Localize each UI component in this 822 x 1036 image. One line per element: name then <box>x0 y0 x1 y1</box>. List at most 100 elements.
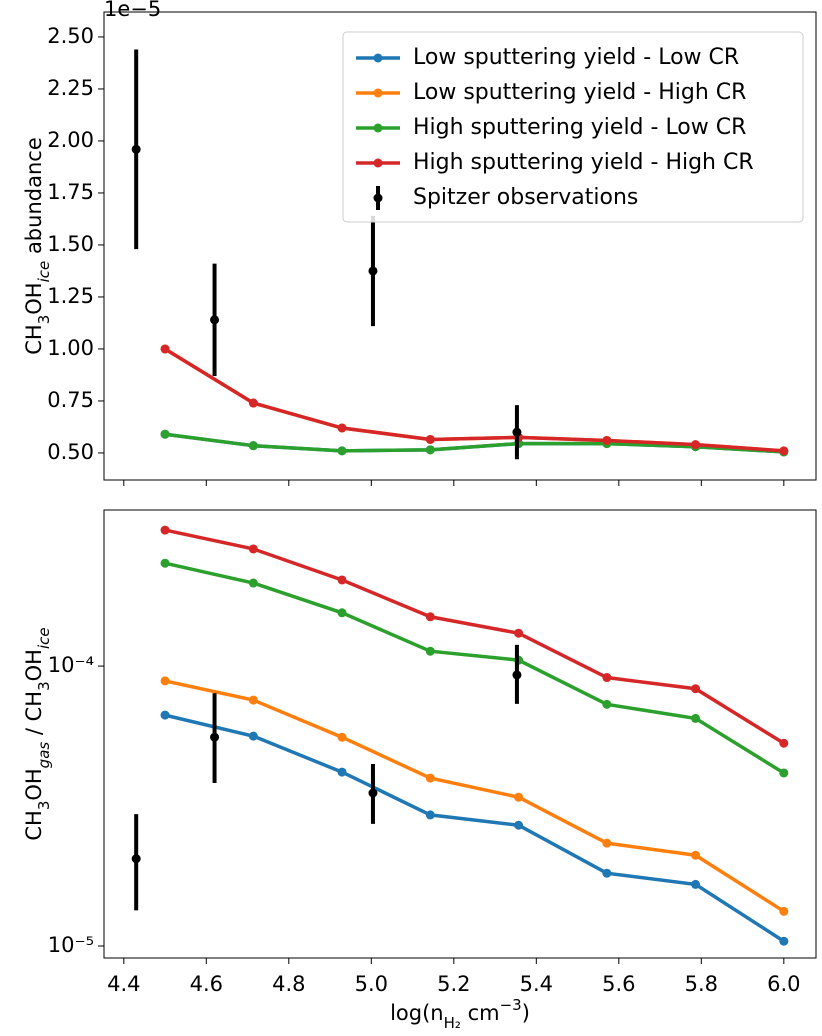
series-point <box>514 792 524 802</box>
legend-marker <box>373 53 383 63</box>
series-point <box>337 575 347 585</box>
series-point <box>160 710 170 720</box>
series-line <box>164 713 785 943</box>
x-tick-label: 5.6 <box>602 972 635 996</box>
label-part: gas <box>35 742 53 769</box>
series-point <box>160 525 170 535</box>
y-tick-label: 10⁻⁴ <box>48 653 94 677</box>
y-tick-label: 0.75 <box>47 388 94 412</box>
series-point <box>337 767 347 777</box>
series-point <box>337 423 347 433</box>
series-point <box>425 445 435 455</box>
y-tick-label: 1.75 <box>47 180 94 204</box>
series-point <box>248 441 258 451</box>
label-part: abundance <box>22 137 46 260</box>
series-point <box>691 850 701 860</box>
legend-marker <box>373 158 383 168</box>
label-part: CH <box>22 810 46 840</box>
label-part: log(n <box>390 1001 444 1025</box>
label-part: 3 <box>35 801 53 811</box>
series-point <box>248 398 258 408</box>
legend-label: Low sputtering yield - High CR <box>413 80 746 105</box>
observation-point <box>210 315 220 325</box>
series-point <box>602 838 612 848</box>
y-tick-label: 1.00 <box>47 336 94 360</box>
x-tick-label: 4.4 <box>107 972 140 996</box>
series-point <box>425 773 435 783</box>
x-axis-label: log(nH₂ cm−3) <box>390 996 530 1032</box>
label-part: OH <box>22 649 46 681</box>
x-tick-label: 5.2 <box>437 972 470 996</box>
observation-point <box>512 670 522 680</box>
series-point <box>160 429 170 439</box>
series-point <box>425 646 435 656</box>
series-point <box>514 820 524 830</box>
y-tick-label: 1.25 <box>47 284 94 308</box>
x-tick-label: 5.4 <box>520 972 553 996</box>
legend-label: Low sputtering yield - Low CR <box>413 45 739 70</box>
series-point <box>779 738 789 748</box>
series-point <box>691 684 701 694</box>
y-tick-label: 2.50 <box>47 24 94 48</box>
legend-label: Spitzer observations <box>413 185 638 210</box>
label-part: ice <box>35 261 53 283</box>
y-tick-label: 10⁻⁵ <box>48 933 94 957</box>
series-point <box>248 578 258 588</box>
observation-point <box>368 788 378 798</box>
series-point <box>425 612 435 622</box>
y-axis-label: CH3OHgas / CH3OHice <box>22 627 53 840</box>
label-part: −3 <box>500 996 522 1014</box>
label-part: 3 <box>35 681 53 691</box>
panel: 0.50 0.75 1.00 1.25 1.50 1.75 2.00 2.25 2.50 1e−5… <box>22 0 817 486</box>
series-point <box>337 608 347 618</box>
series-point <box>337 732 347 742</box>
y-tick-label: 1.50 <box>47 232 94 256</box>
x-tick-label: 4.8 <box>272 972 305 996</box>
series-point <box>514 628 524 638</box>
label-part: CH <box>22 324 46 354</box>
series-line <box>164 528 785 745</box>
series-point <box>779 906 789 916</box>
x-tick-label: 5.8 <box>685 972 718 996</box>
series-point <box>425 810 435 820</box>
y-tick-label: 2.00 <box>47 128 94 152</box>
series-point <box>337 446 347 456</box>
series-line <box>164 432 784 454</box>
label-part: / CH <box>22 691 46 742</box>
legend-marker <box>373 193 383 203</box>
series-point <box>602 435 612 445</box>
axes-frame <box>103 509 817 959</box>
series-point <box>602 868 612 878</box>
series-point <box>602 673 612 683</box>
axes-frame <box>103 11 817 481</box>
series-point <box>779 936 789 946</box>
series-point <box>691 713 701 723</box>
series-point <box>160 558 170 568</box>
x-tick-label: 5.0 <box>355 972 388 996</box>
series-point <box>779 768 789 778</box>
series-point <box>779 446 789 456</box>
y-tick-label: 0.50 <box>47 440 94 464</box>
label-part: H₂ <box>444 1014 461 1032</box>
label-part: ) <box>522 1001 530 1025</box>
series-point <box>248 731 258 741</box>
legend-label: High sputtering yield - Low CR <box>413 115 746 140</box>
y-axis-label: CH3OHice abundance <box>22 137 53 354</box>
observation-point <box>210 732 220 742</box>
panel: 10⁻⁵10⁻⁴4.4 4.6 4.8 5.0 5.2 5.4 5.6 5.8 6.0CH3OH… <box>22 509 817 1032</box>
legend-label: High sputtering yield - High CR <box>413 150 754 175</box>
x-tick-label: 6.0 <box>767 972 800 996</box>
series-point <box>425 434 435 444</box>
series-point <box>160 676 170 686</box>
offset-text: 1e−5 <box>104 0 161 21</box>
series-point <box>691 440 701 450</box>
series-line <box>164 561 785 775</box>
label-part: 3 <box>35 315 53 325</box>
series-line <box>164 679 785 913</box>
observation-point <box>131 854 141 864</box>
series-line <box>164 347 784 453</box>
series-point <box>691 879 701 889</box>
y-tick-label: 2.25 <box>47 76 94 100</box>
series-point <box>248 695 258 705</box>
